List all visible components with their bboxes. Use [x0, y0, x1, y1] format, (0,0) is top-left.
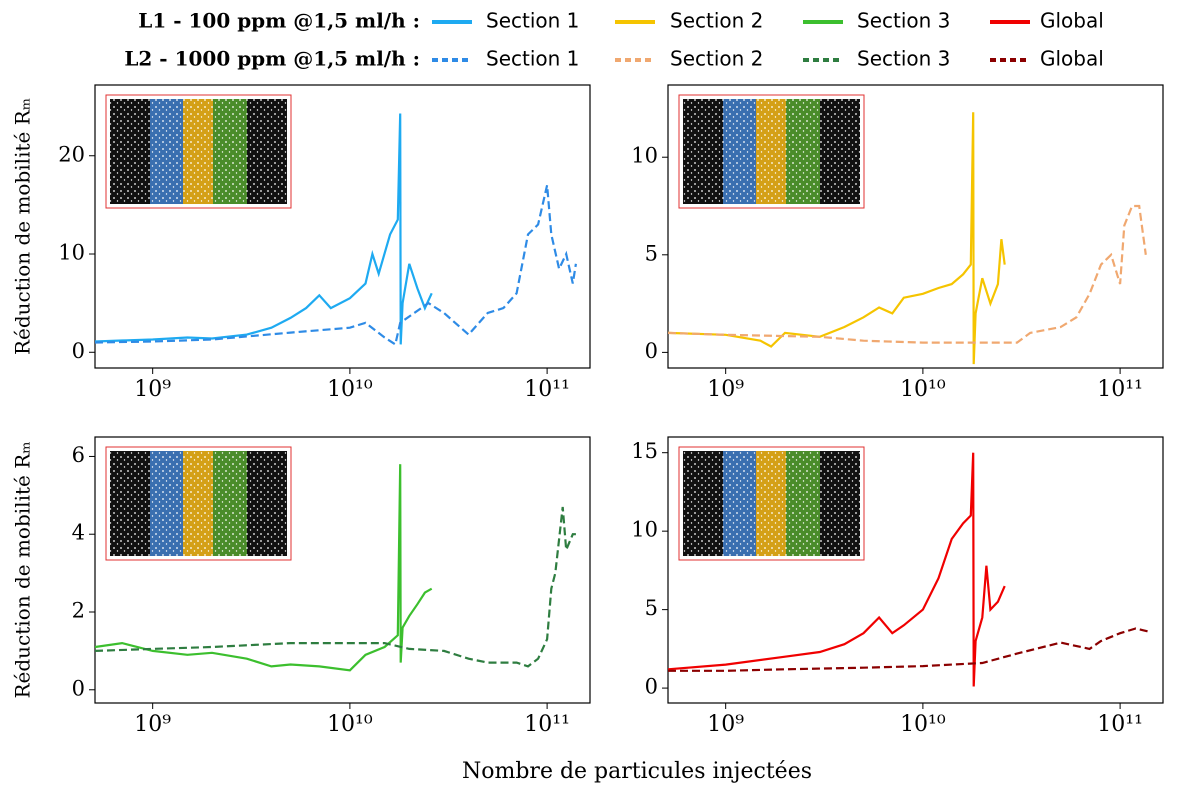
x-tick-label: 10⁹ [707, 712, 744, 737]
legend-label: Section 2 [670, 9, 763, 33]
inset-texture [756, 451, 786, 556]
y-tick-label: 10 [631, 518, 658, 542]
x-tick-label: 10¹¹ [1097, 712, 1143, 737]
inset-texture [820, 99, 860, 204]
x-tick-label: 10¹⁰ [327, 712, 373, 737]
y-tick-label: 5 [645, 596, 658, 620]
inset-image [678, 446, 865, 561]
y-tick-label: 0 [645, 339, 658, 363]
plot-frame [667, 436, 1164, 704]
inset-texture [110, 451, 150, 556]
legend-label: Global [1040, 47, 1104, 71]
legend-label: Section 3 [857, 47, 950, 71]
y-tick-label: 15 [631, 439, 658, 463]
y-tick-label: 5 [645, 241, 658, 265]
x-tick-label: 10⁹ [134, 377, 171, 402]
legend-row-label: L1 - 100 ppm @1,5 ml/h : [138, 9, 420, 33]
x-axis-label: Nombre de particules injectées [462, 759, 812, 784]
plot-frame [94, 436, 591, 704]
inset-texture [683, 99, 723, 204]
legend-label: Global [1040, 9, 1104, 33]
x-tick-label: 10¹¹ [524, 377, 570, 402]
series-line [668, 627, 1150, 672]
series-line [95, 184, 577, 347]
series-line [95, 464, 433, 672]
y-tick-label: 10 [58, 241, 85, 265]
legend-label: Section 3 [857, 9, 950, 33]
inset-image [105, 94, 292, 209]
inset-texture [150, 451, 183, 556]
x-tick-label: 10¹⁰ [327, 377, 373, 402]
inset-texture [820, 451, 860, 556]
y-tick-label: 0 [72, 676, 85, 700]
inset-texture [213, 99, 247, 204]
x-tick-label: 10⁹ [134, 712, 171, 737]
inset-texture [213, 451, 247, 556]
inset-texture [110, 99, 150, 204]
inset-texture [786, 99, 820, 204]
x-tick-label: 10¹⁰ [900, 377, 946, 402]
x-tick-label: 10¹⁰ [900, 712, 946, 737]
inset-image [105, 446, 292, 561]
y-tick-label: 10 [631, 144, 658, 168]
y-tick-label: 0 [72, 339, 85, 363]
inset-texture [723, 451, 756, 556]
inset-texture [247, 99, 287, 204]
inset-texture [756, 99, 786, 204]
inset-texture [723, 99, 756, 204]
inset-texture [150, 99, 183, 204]
inset-texture [183, 451, 213, 556]
inset-texture [786, 451, 820, 556]
y-tick-label: 20 [58, 142, 85, 166]
series-line [668, 204, 1147, 344]
x-tick-label: 10¹¹ [1097, 377, 1143, 402]
y-tick-label: 4 [72, 521, 85, 545]
legend-label: Section 2 [670, 47, 763, 71]
legend-label: Section 1 [486, 9, 579, 33]
y-tick-label: 0 [645, 675, 658, 699]
series-line [668, 452, 1006, 687]
plot-frame [94, 84, 591, 369]
series-line [95, 113, 433, 345]
inset-texture [247, 451, 287, 556]
y-axis-label: Réduction de mobilité Rₘ [11, 441, 35, 698]
y-tick-label: 6 [72, 443, 85, 467]
legend-label: Section 1 [486, 47, 579, 71]
series-line [95, 506, 576, 668]
inset-texture [683, 451, 723, 556]
inset-image [678, 94, 865, 209]
inset-texture [183, 99, 213, 204]
x-tick-label: 10¹¹ [524, 712, 570, 737]
plot-frame [667, 84, 1164, 369]
y-axis-label: Réduction de mobilité Rₘ [11, 98, 35, 355]
x-tick-label: 10⁹ [707, 377, 744, 402]
y-tick-label: 2 [72, 599, 85, 623]
legend-row-label: L2 - 1000 ppm @1,5 ml/h : [124, 47, 420, 71]
